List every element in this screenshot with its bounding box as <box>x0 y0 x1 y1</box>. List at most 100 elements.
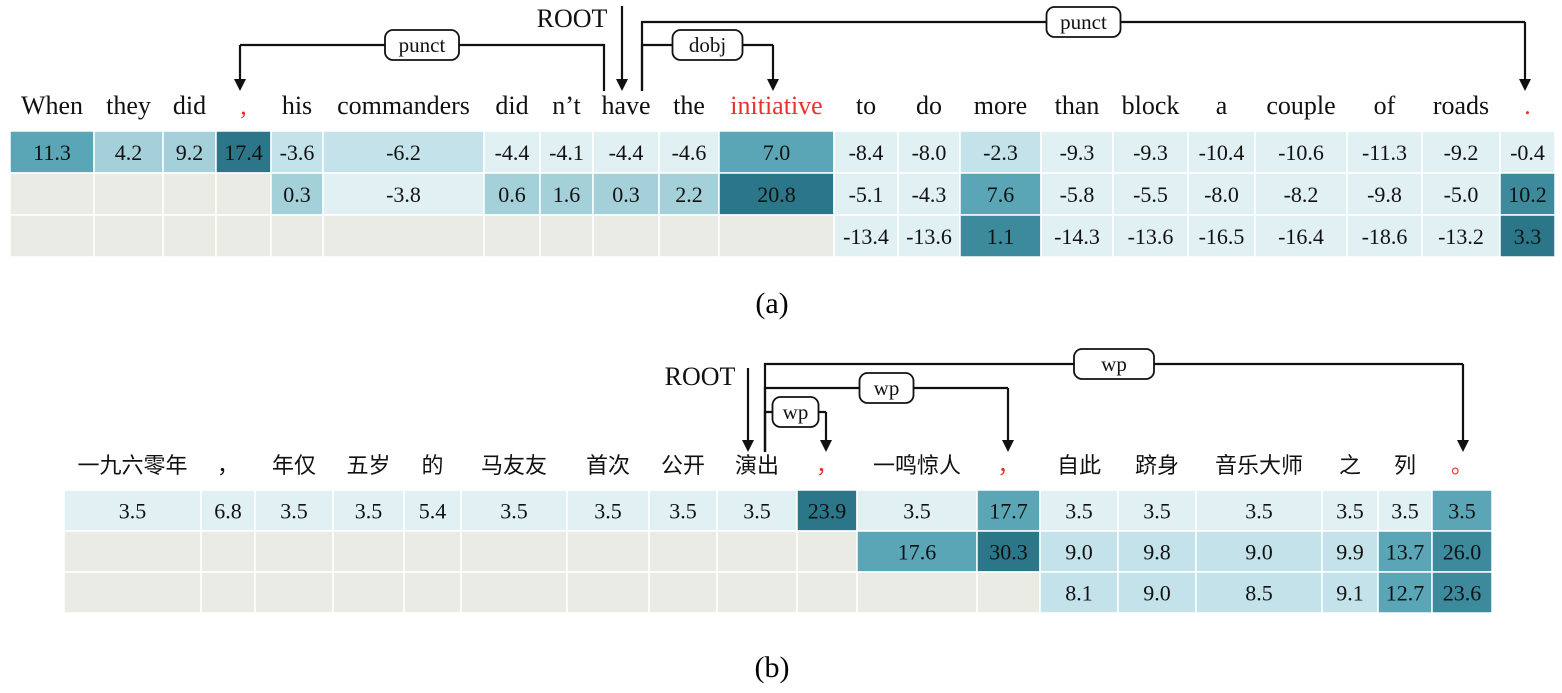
cell-value: 7.6 <box>987 182 1015 207</box>
cell-value: -4.6 <box>672 140 707 165</box>
cell-value: 4.2 <box>115 140 143 165</box>
heatmap-cell <box>648 489 718 532</box>
heatmap-cell <box>716 489 798 532</box>
heatmap-cell <box>63 530 202 573</box>
heatmap-cell <box>332 530 405 573</box>
token: 公开 <box>661 454 705 479</box>
heatmap-cell <box>1346 214 1423 258</box>
cell-value: -18.6 <box>1362 224 1408 249</box>
cell-value: 20.8 <box>757 182 796 207</box>
dependency-arrow-head <box>1457 440 1469 452</box>
heatmap-cell <box>592 214 660 258</box>
heatmap-cell <box>1346 130 1423 174</box>
cell-value: -6.2 <box>386 140 421 165</box>
heatmap-cell <box>856 489 978 532</box>
token: 音乐大师 <box>1215 454 1303 479</box>
heatmap-cell <box>254 530 334 573</box>
cell-value: 3.5 <box>1336 499 1364 524</box>
token: n’t <box>552 91 581 120</box>
cell-value: 26.0 <box>1443 540 1482 565</box>
cell-value: 9.2 <box>176 140 204 165</box>
cell-value: 3.5 <box>280 499 308 524</box>
cell-value: 10.2 <box>1508 182 1547 207</box>
token: When <box>21 91 83 120</box>
arc-label: wp <box>783 400 809 424</box>
heatmap-cell <box>1195 571 1323 614</box>
dependency-arrow-head <box>767 79 779 91</box>
heatmap-cell <box>322 172 485 216</box>
cell-value: -13.6 <box>906 224 952 249</box>
heatmap-cell <box>716 530 798 573</box>
cell-value: -5.8 <box>1060 182 1095 207</box>
panel-a-caption: (a) <box>755 287 788 320</box>
heatmap-cell <box>93 172 164 216</box>
heatmap-cell <box>93 130 164 174</box>
cell-value: 9.0 <box>1143 581 1171 606</box>
heatmap-cell <box>566 489 650 532</box>
cell-value: -13.6 <box>1128 224 1174 249</box>
heatmap-cell <box>718 172 835 216</box>
heatmap-cell <box>1117 571 1197 614</box>
token: of <box>1374 91 1396 120</box>
heatmap-cell <box>1421 172 1501 216</box>
dependency-arrow-head <box>820 440 832 452</box>
heatmap-cell <box>1254 214 1348 258</box>
cell-value: 0.6 <box>498 182 526 207</box>
heatmap-cell <box>539 130 594 174</box>
root-arrow-head <box>616 79 628 91</box>
heatmap-cell <box>796 571 858 614</box>
heatmap-cell <box>162 214 217 258</box>
heatmap-cell <box>270 214 324 258</box>
heatmap-cell <box>976 489 1041 532</box>
heatmap-cell <box>403 489 462 532</box>
heatmap-cell <box>200 530 256 573</box>
heatmap-cell <box>9 172 95 216</box>
heatmap-cell <box>1117 489 1197 532</box>
cell-value: 5.4 <box>419 499 447 524</box>
heatmap-cell <box>270 172 324 216</box>
heatmap-cell <box>976 571 1041 614</box>
cell-value: -8.4 <box>849 140 884 165</box>
arc-label: wp <box>874 376 900 400</box>
cell-value: 9.1 <box>1336 581 1364 606</box>
cell-value: -5.5 <box>1133 182 1168 207</box>
cell-value: -8.0 <box>912 140 947 165</box>
token: ， <box>816 454 838 479</box>
heatmap-cell <box>460 530 568 573</box>
heatmap-cell <box>1499 214 1556 258</box>
cell-value: 3.5 <box>1448 499 1476 524</box>
heatmap-cell <box>796 530 858 573</box>
dependency-arrow-head <box>234 79 246 91</box>
heatmap-cell <box>716 571 798 614</box>
token: more <box>974 91 1027 120</box>
arc-label-box <box>858 372 915 404</box>
heatmap-cell <box>897 214 961 258</box>
cell-value: -10.4 <box>1199 140 1245 165</box>
cell-value: -4.4 <box>609 140 644 165</box>
cell-value: -5.1 <box>849 182 884 207</box>
heatmap-cell <box>215 214 272 258</box>
token: roads <box>1433 91 1489 120</box>
arc-label-box <box>384 29 460 61</box>
heatmap-cell <box>959 172 1042 216</box>
cell-value: -16.5 <box>1199 224 1245 249</box>
heatmap-cell <box>162 172 217 216</box>
token: 一九六零年 <box>77 454 187 479</box>
heatmap-cell <box>1112 130 1189 174</box>
cell-value: 9.9 <box>1336 540 1364 565</box>
token: did <box>173 91 206 120</box>
heatmap-cell <box>483 214 541 258</box>
token: 自此 <box>1057 454 1101 479</box>
token: 之 <box>1339 454 1361 479</box>
heatmap-cell <box>1421 214 1501 258</box>
token: 跻身 <box>1135 454 1179 479</box>
token: 马友友 <box>481 454 547 479</box>
cell-value: -3.6 <box>280 140 315 165</box>
heatmap-cell <box>833 172 899 216</box>
cell-value: -2.3 <box>983 140 1018 165</box>
heatmap-cell <box>322 214 485 258</box>
token: a <box>1216 91 1228 120</box>
root-label: ROOT <box>665 362 736 391</box>
dependency-arc <box>240 43 606 91</box>
heatmap-cell <box>1040 214 1114 258</box>
